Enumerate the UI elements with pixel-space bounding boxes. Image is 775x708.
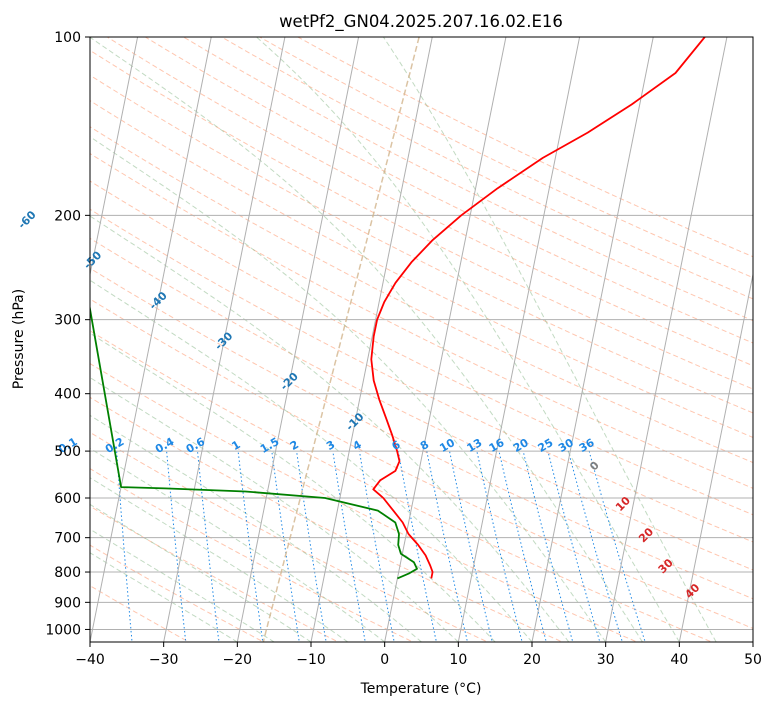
dry-adiabat-line bbox=[90, 298, 753, 629]
y-tick-label: 800 bbox=[54, 565, 81, 581]
y-tick-label: 700 bbox=[54, 531, 81, 547]
isotherm-line bbox=[310, 37, 433, 642]
x-axis-label: Temperature (°C) bbox=[360, 681, 482, 697]
isotherm-line bbox=[384, 37, 507, 642]
x-tick-label: 10 bbox=[449, 652, 467, 668]
x-tick-label: 50 bbox=[744, 652, 762, 668]
isotherm-line bbox=[0, 37, 64, 642]
isotherm-line bbox=[236, 37, 360, 642]
mixing-ratio-line bbox=[498, 450, 547, 642]
y-tick-label: 300 bbox=[54, 313, 81, 329]
y-tick-label: 500 bbox=[54, 444, 81, 460]
isotherm-line bbox=[678, 271, 753, 642]
mixing-ratio-line bbox=[70, 451, 82, 644]
temperature-profile-line bbox=[370, 37, 706, 579]
mixing-ratio-line bbox=[397, 451, 437, 642]
dry-adiabat-line bbox=[90, 180, 753, 516]
dry-adiabat-line bbox=[90, 49, 753, 390]
isotherm-line bbox=[163, 37, 286, 642]
moist-adiabat-line bbox=[90, 552, 238, 642]
mixing-ratio-line bbox=[358, 451, 395, 642]
dry-adiabat-line bbox=[220, 37, 753, 300]
isotherm-line bbox=[605, 37, 728, 642]
x-axis: −40 −30 −20 −10 0 10 20 30 40 50 bbox=[75, 642, 762, 668]
isotherm-line bbox=[90, 37, 212, 642]
isotherm-line bbox=[90, 37, 139, 277]
moist-adiabat-line bbox=[90, 136, 607, 642]
mixing-ratio-line bbox=[476, 450, 523, 642]
moist-adiabat-line bbox=[90, 215, 570, 642]
mixing-ratio-line bbox=[522, 450, 574, 642]
dry-adiabat-line bbox=[90, 396, 564, 642]
moist-adiabat-line bbox=[90, 477, 349, 642]
dewpoint-profile-line bbox=[90, 303, 418, 580]
x-tick-label: 30 bbox=[597, 652, 615, 668]
y-axis-label: Pressure (hPa) bbox=[11, 289, 27, 389]
moist-adiabats bbox=[90, 37, 717, 642]
moist-adiabat-line bbox=[90, 279, 533, 642]
moist-adiabat-line bbox=[90, 37, 643, 642]
plot-background bbox=[90, 37, 753, 642]
plot-frame bbox=[89, 36, 754, 643]
isotherm-line bbox=[531, 37, 654, 642]
moist-adiabat-line bbox=[256, 37, 680, 642]
isotherm-line bbox=[752, 639, 753, 642]
y-tick-label: 900 bbox=[54, 595, 81, 611]
chart-title: wetPf2_GN04.2025.207.16.02.E16 bbox=[279, 12, 563, 32]
dry-adiabat-line bbox=[90, 237, 753, 571]
mixing-ratio-line bbox=[547, 450, 601, 642]
y-tick-label: 600 bbox=[54, 491, 81, 507]
moist-adiabat-line bbox=[382, 37, 717, 642]
moist-adiabat-line bbox=[90, 414, 422, 642]
x-tick-label: −20 bbox=[223, 652, 253, 668]
y-tick-label: 200 bbox=[54, 208, 81, 224]
profile-series bbox=[90, 37, 706, 580]
isotherm-line bbox=[457, 37, 581, 642]
x-tick-label: 0 bbox=[380, 652, 389, 668]
y-tick-label: 400 bbox=[54, 387, 81, 403]
mixing-ratio-lines bbox=[70, 450, 646, 644]
x-tick-label: 40 bbox=[670, 652, 688, 668]
dry-adiabat-line bbox=[90, 208, 753, 543]
y-tick-label: 1000 bbox=[45, 622, 81, 638]
y-axis: 1000 900 800 700 600 500 400 300 200 100 bbox=[45, 30, 90, 638]
isotherm-label: -60 bbox=[15, 208, 38, 231]
dry-adiabat-line bbox=[106, 37, 753, 367]
dry-adiabat-line bbox=[90, 267, 753, 600]
dry-adiabat-line bbox=[144, 37, 753, 344]
y-tick-label: 100 bbox=[54, 30, 81, 46]
dry-adiabat-line bbox=[182, 37, 753, 322]
pressure-gridlines bbox=[90, 37, 753, 630]
x-tick-label: −10 bbox=[296, 652, 326, 668]
x-tick-label: −40 bbox=[75, 652, 105, 668]
x-tick-label: −30 bbox=[149, 652, 179, 668]
mixing-ratio-line bbox=[332, 451, 366, 642]
mixing-ratio-line bbox=[449, 450, 493, 642]
mixing-ratio-line bbox=[588, 450, 646, 642]
skewed-isotherms bbox=[0, 37, 753, 642]
mixing-ratio-line bbox=[296, 451, 327, 642]
moist-adiabat-line bbox=[90, 332, 496, 642]
x-tick-label: 20 bbox=[523, 652, 541, 668]
mixing-ratio-line bbox=[567, 450, 623, 642]
moist-adiabat-line bbox=[90, 376, 459, 642]
